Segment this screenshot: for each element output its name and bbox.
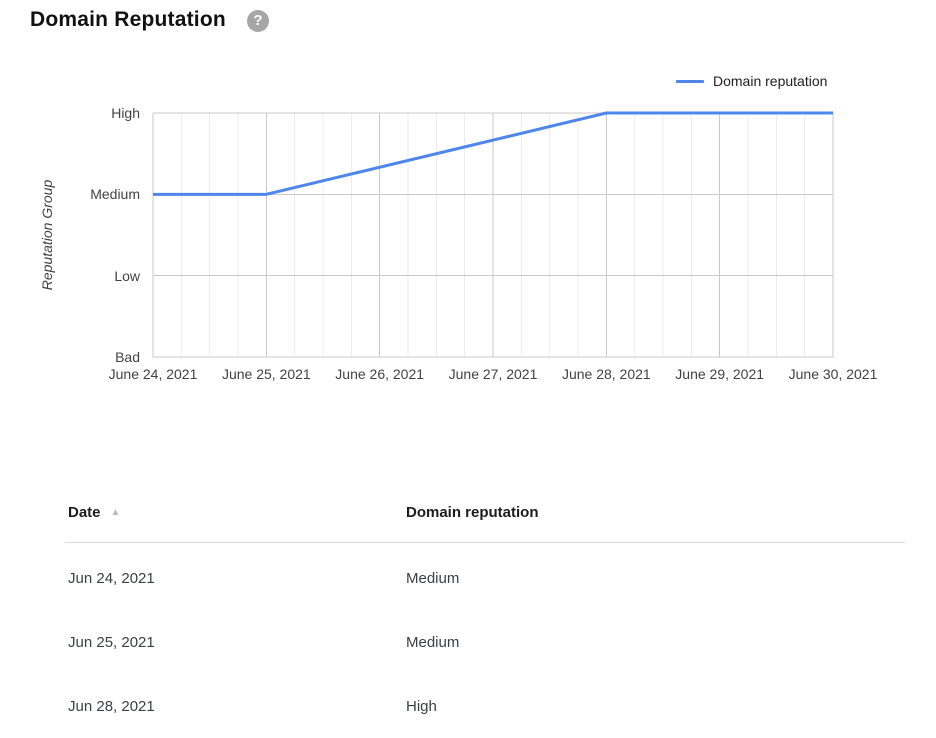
y-tick-label: High (111, 105, 140, 121)
x-tick-label: June 29, 2021 (675, 366, 765, 382)
table-header-divider (65, 542, 905, 543)
x-tick-label: June 27, 2021 (448, 366, 538, 382)
legend-label: Domain reputation (713, 73, 828, 89)
x-tick-label: June 28, 2021 (561, 366, 651, 382)
chart-plot-area (152, 111, 834, 358)
row-reputation-cell: Medium (406, 570, 460, 587)
x-tick-label: June 24, 2021 (108, 366, 198, 382)
help-icon[interactable]: ? (247, 10, 269, 32)
table-row: Jun 25, 2021 Medium (0, 634, 936, 652)
x-tick-label: June 26, 2021 (335, 366, 425, 382)
table-row: Jun 24, 2021 Medium (0, 570, 936, 588)
y-tick-label: Medium (90, 186, 140, 203)
row-reputation-cell: High (406, 698, 437, 715)
y-tick-label: Bad (115, 349, 140, 365)
sort-ascending-icon: ▲ (110, 506, 121, 518)
table-row: Jun 28, 2021 High (0, 698, 936, 716)
x-tick-label: June 25, 2021 (221, 366, 311, 382)
chart-legend: Domain reputation (676, 73, 827, 89)
legend-line-swatch (676, 79, 704, 83)
page-title: Domain Reputation (30, 8, 226, 31)
domain-reputation-line (153, 111, 833, 196)
column-header-domain-reputation: Domain reputation (406, 504, 539, 521)
y-tick-label: Low (114, 267, 140, 284)
row-date-cell: Jun 25, 2021 (68, 634, 155, 651)
row-reputation-cell: Medium (406, 634, 460, 651)
row-date-cell: Jun 24, 2021 (68, 570, 155, 587)
column-header-date[interactable]: Date ▲ (68, 504, 120, 521)
x-tick-label: June 30, 2021 (788, 366, 878, 382)
row-date-cell: Jun 28, 2021 (68, 698, 155, 715)
column-header-date-label: Date (68, 504, 101, 521)
